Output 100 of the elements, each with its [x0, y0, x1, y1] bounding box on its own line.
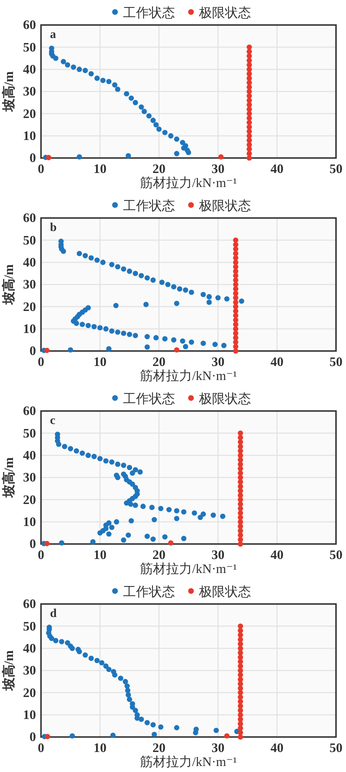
point: [168, 540, 174, 546]
x-tick-label: 20: [152, 740, 166, 756]
y-tick-label: 30: [23, 276, 36, 292]
x-axis-title: 筋材拉力/kN·m⁻¹: [140, 561, 237, 576]
point: [238, 501, 244, 507]
y-tick-label: 40: [23, 640, 36, 656]
point: [238, 690, 244, 696]
x-tick-label: 10: [94, 740, 106, 756]
point: [246, 138, 252, 143]
point: [100, 78, 106, 84]
legend-label: 极限状态: [198, 198, 251, 213]
point: [246, 71, 252, 76]
annotation: b: [50, 220, 57, 234]
point: [88, 656, 94, 661]
point: [246, 66, 252, 72]
point: [246, 98, 252, 104]
point: [238, 636, 244, 642]
x-axis-title: 筋材拉力/kN·m⁻¹: [140, 175, 237, 190]
point: [238, 676, 244, 682]
point: [238, 536, 244, 542]
point: [138, 104, 144, 110]
point: [238, 470, 244, 476]
y-tick-label: 0: [30, 536, 36, 552]
point: [76, 154, 82, 160]
point: [246, 93, 252, 99]
point: [44, 540, 50, 546]
point: [44, 348, 50, 353]
point: [246, 155, 252, 161]
x-tick-label: 10: [94, 354, 106, 370]
point: [138, 716, 144, 722]
point: [233, 317, 238, 323]
x-tick-label: 10: [94, 161, 106, 176]
y-tick-label: 10: [23, 706, 36, 722]
x-tick-label: 30: [212, 161, 224, 176]
point: [124, 683, 130, 689]
legend-label: 工作状态: [123, 584, 175, 599]
point: [246, 120, 252, 126]
point: [134, 712, 140, 718]
legend-label: 工作状态: [123, 198, 175, 213]
point: [112, 82, 118, 88]
y-axis-title: 坡高/m: [1, 650, 16, 692]
point: [88, 71, 94, 76]
y-tick-label: 60: [23, 403, 36, 418]
y-tick-label: 10: [23, 128, 36, 143]
point: [180, 140, 186, 146]
x-tick-label: 10: [94, 547, 106, 562]
point: [76, 646, 81, 652]
point: [246, 106, 252, 112]
point: [233, 246, 238, 252]
point: [238, 668, 244, 674]
y-tick-label: 50: [23, 232, 36, 248]
y-tick-label: 10: [23, 320, 36, 336]
point: [238, 708, 244, 714]
point: [238, 488, 244, 494]
point: [44, 734, 50, 740]
point: [233, 344, 238, 350]
y-tick-label: 40: [23, 254, 36, 270]
y-tick-label: 30: [23, 662, 36, 678]
annotation: a: [50, 27, 56, 41]
y-tick-label: 50: [23, 425, 36, 440]
point: [233, 255, 238, 261]
point: [70, 64, 76, 70]
point: [144, 720, 150, 726]
point: [246, 84, 252, 90]
point: [233, 300, 238, 305]
x-tick-label: 50: [330, 740, 342, 756]
point: [238, 448, 244, 454]
point: [125, 688, 130, 694]
point: [194, 726, 199, 732]
point: [238, 624, 244, 629]
point: [233, 250, 238, 256]
point: [233, 304, 238, 310]
x-tick-label: 20: [152, 161, 166, 176]
point: [168, 133, 174, 138]
legend-label: 极限状态: [198, 5, 251, 20]
point: [53, 638, 58, 644]
y-tick-label: 20: [23, 106, 36, 121]
point: [238, 510, 244, 516]
point: [128, 96, 134, 101]
point: [246, 76, 252, 81]
point: [246, 133, 252, 138]
point: [214, 728, 219, 733]
point: [158, 724, 164, 730]
point: [218, 154, 224, 160]
legend-label: 极限状态: [198, 584, 251, 599]
y-axis-title: 坡高/m: [1, 264, 16, 306]
point: [146, 113, 152, 119]
legend-label: 工作状态: [123, 5, 175, 20]
x-tick-label: 40: [270, 354, 284, 370]
point: [126, 692, 131, 698]
point: [126, 696, 132, 702]
x-tick-label: 40: [270, 547, 284, 562]
point: [246, 128, 252, 134]
point: [246, 124, 252, 130]
point: [238, 712, 244, 718]
point: [233, 335, 238, 340]
point: [110, 732, 116, 738]
x-axis-title: 筋材拉力/kN·m⁻¹: [140, 368, 237, 383]
point: [233, 260, 238, 265]
point: [174, 136, 180, 142]
